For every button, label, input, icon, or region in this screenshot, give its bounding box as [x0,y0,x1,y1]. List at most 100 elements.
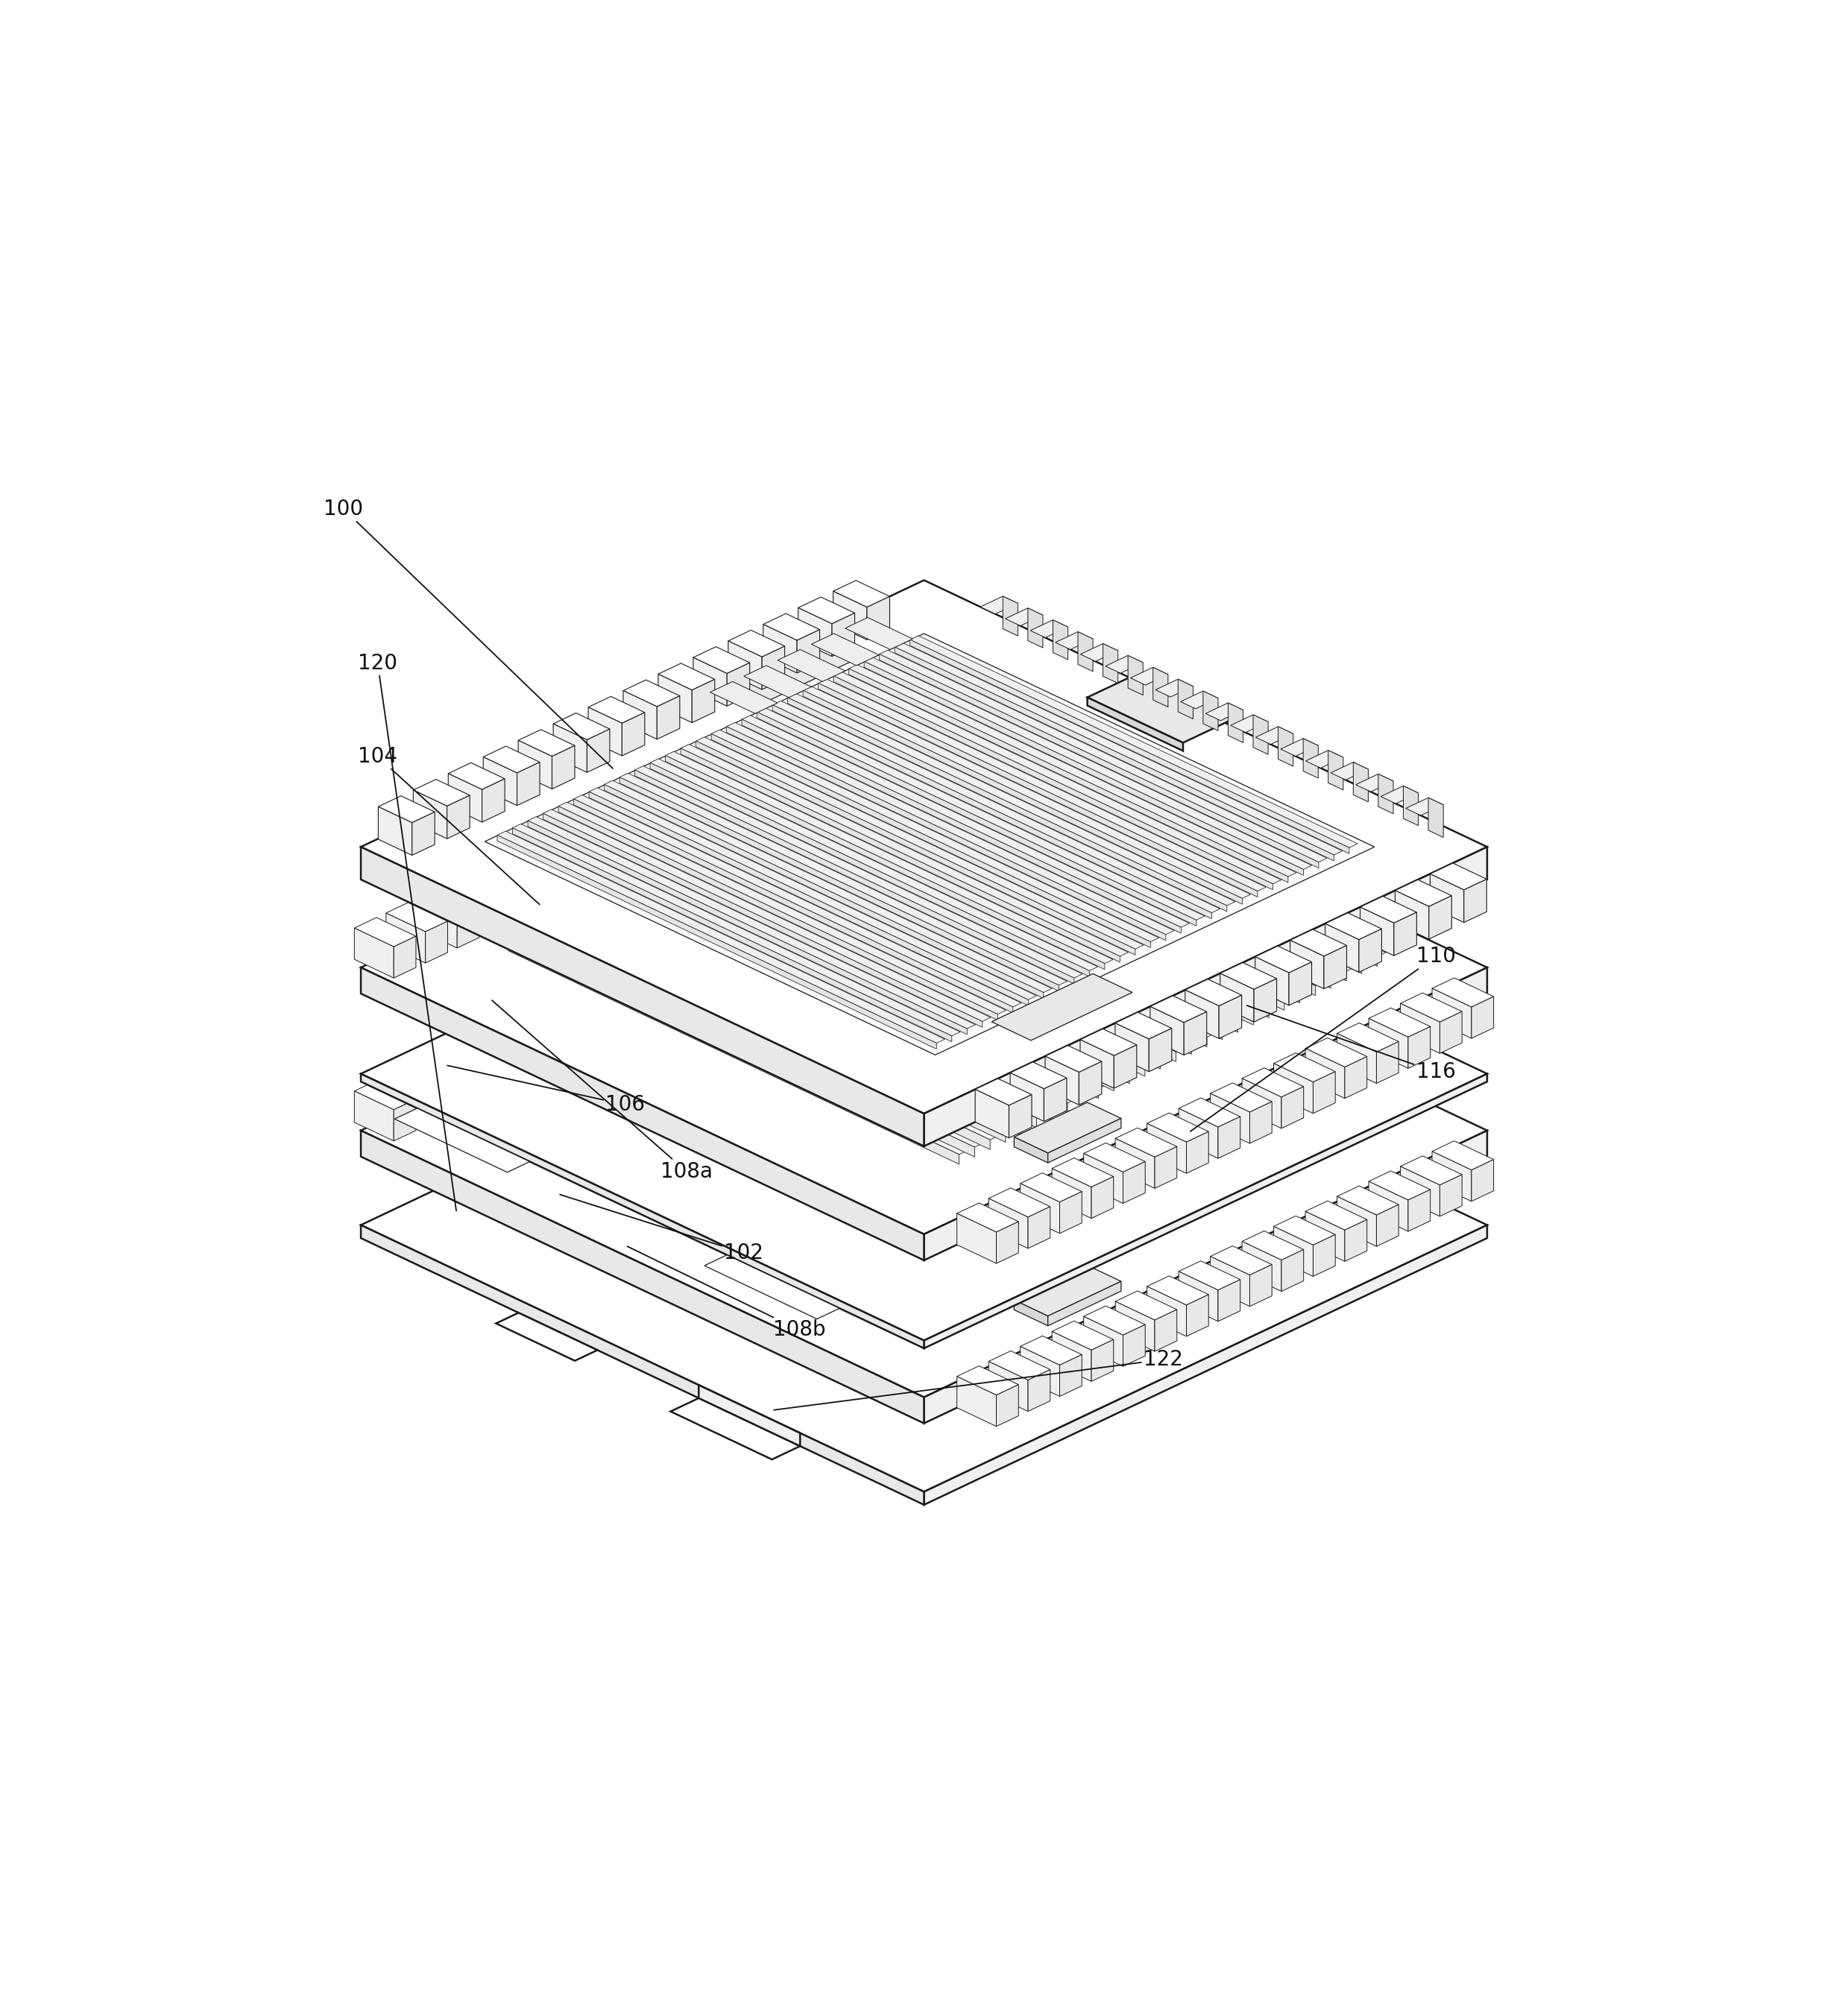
Polygon shape [850,943,1299,1165]
Polygon shape [1464,879,1486,923]
Polygon shape [1210,1083,1271,1111]
Polygon shape [976,1079,1031,1105]
Polygon shape [545,991,606,1019]
Polygon shape [1369,1171,1430,1199]
Polygon shape [850,939,1308,1155]
Polygon shape [1015,1265,1122,1315]
Polygon shape [880,655,1319,869]
Polygon shape [1369,1181,1408,1231]
Polygon shape [360,701,1488,1233]
Polygon shape [1471,997,1493,1039]
Polygon shape [1281,739,1318,757]
Polygon shape [796,629,821,673]
Polygon shape [1020,1347,1059,1395]
Polygon shape [833,677,1273,889]
Polygon shape [482,757,517,805]
Polygon shape [1440,1011,1462,1053]
Polygon shape [418,1061,456,1111]
Polygon shape [1432,977,1493,1007]
Polygon shape [386,1065,447,1095]
Polygon shape [1059,1191,1081,1233]
Polygon shape [787,693,1234,905]
Polygon shape [1203,691,1218,731]
Polygon shape [699,899,776,935]
Polygon shape [695,1017,1146,1239]
Polygon shape [1048,1119,1122,1163]
Polygon shape [1432,989,1471,1039]
Polygon shape [1205,703,1244,721]
Polygon shape [811,633,880,665]
Polygon shape [386,913,425,963]
Polygon shape [774,757,796,799]
Polygon shape [386,1075,425,1125]
Polygon shape [1020,1335,1081,1365]
Polygon shape [761,785,833,829]
Polygon shape [865,657,1312,869]
Polygon shape [865,935,1316,1159]
Polygon shape [880,813,957,851]
Polygon shape [726,803,761,829]
Polygon shape [804,691,1242,905]
Polygon shape [449,873,510,901]
Polygon shape [1015,1103,1122,1153]
Polygon shape [395,1109,530,1173]
Polygon shape [728,631,785,657]
Polygon shape [1114,1013,1172,1039]
Text: 122: 122 [774,1349,1183,1409]
Text: 120: 120 [359,653,456,1211]
Polygon shape [553,745,575,789]
Polygon shape [678,1019,1138,1237]
Polygon shape [1052,1331,1092,1381]
Polygon shape [571,1071,1029,1287]
Polygon shape [588,697,645,723]
Polygon shape [623,691,658,739]
Polygon shape [663,863,1122,1081]
Polygon shape [1055,633,1092,649]
Polygon shape [1345,1057,1368,1099]
Polygon shape [680,745,1129,957]
Polygon shape [577,813,638,841]
Polygon shape [678,857,1138,1073]
Polygon shape [1092,1339,1114,1381]
Polygon shape [743,935,765,975]
Polygon shape [590,787,1037,999]
Polygon shape [554,1083,1005,1305]
Polygon shape [647,817,669,859]
Polygon shape [554,1077,1015,1295]
Text: 102: 102 [560,1195,763,1263]
Polygon shape [992,973,1133,1041]
Polygon shape [553,1025,575,1065]
Polygon shape [957,1213,996,1263]
Polygon shape [869,875,891,917]
Polygon shape [1105,655,1144,673]
Polygon shape [632,879,1092,1095]
Polygon shape [798,597,856,625]
Polygon shape [896,757,1347,981]
Polygon shape [726,723,1173,935]
Polygon shape [512,843,575,871]
Polygon shape [1429,895,1453,939]
Polygon shape [678,861,1129,1083]
Polygon shape [586,905,1037,1127]
Polygon shape [865,807,942,843]
Polygon shape [734,749,774,799]
Polygon shape [1331,763,1368,781]
Polygon shape [880,765,1331,989]
Polygon shape [1148,1275,1209,1305]
Polygon shape [1124,1325,1146,1367]
Polygon shape [1031,621,1068,639]
Polygon shape [456,907,479,949]
Polygon shape [545,1001,584,1051]
Polygon shape [604,785,1044,999]
Polygon shape [1273,1215,1336,1245]
Polygon shape [710,681,778,713]
Polygon shape [693,657,726,707]
Polygon shape [508,941,959,1165]
Polygon shape [772,979,1222,1203]
Polygon shape [957,1377,996,1425]
Polygon shape [650,763,1088,977]
Polygon shape [543,813,983,1027]
Polygon shape [1186,1295,1209,1337]
Polygon shape [819,953,1277,1171]
Polygon shape [1395,879,1453,907]
